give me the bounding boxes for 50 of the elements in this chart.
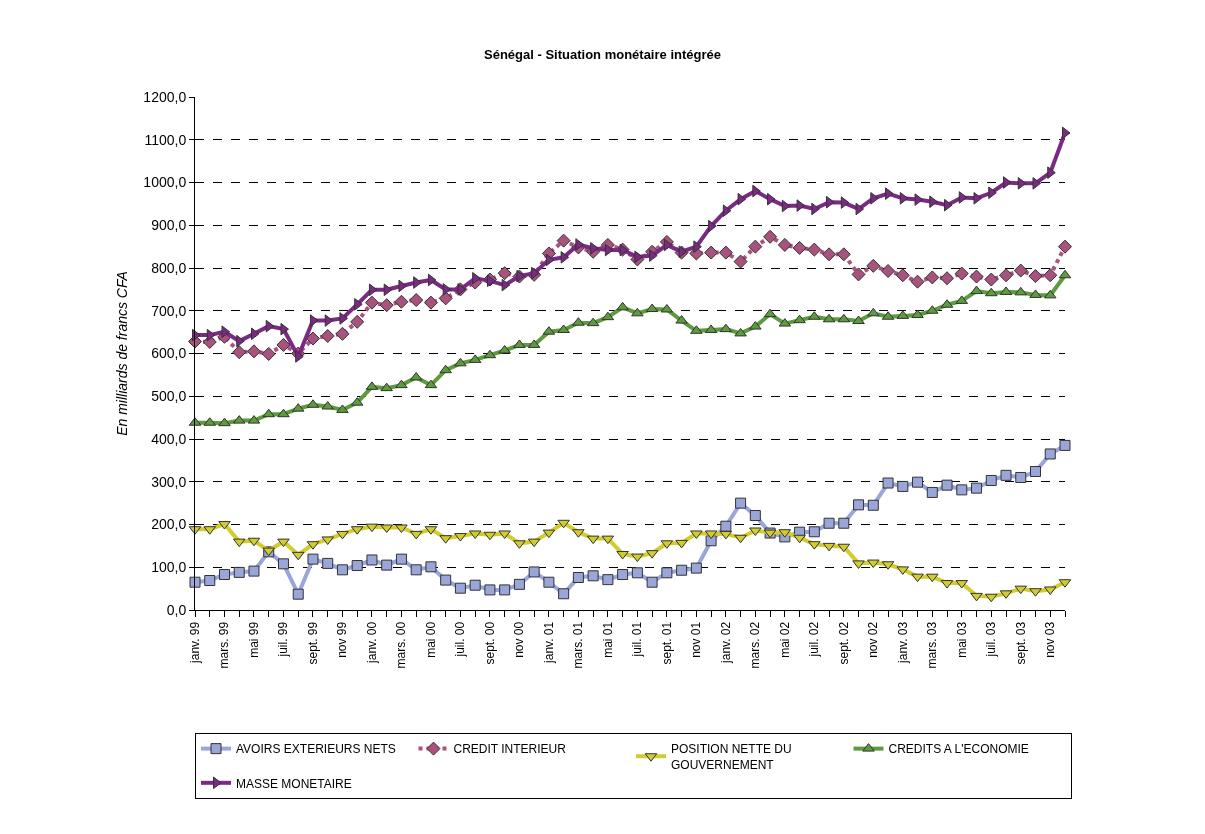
y-tick-label: 200,0 xyxy=(151,516,187,533)
x-tick-label: janv. 99 xyxy=(187,621,202,664)
legend-label: AVOIRS EXTERIEURS NETS xyxy=(236,742,396,757)
x-tick-label: juil. 02 xyxy=(807,621,822,658)
x-tick-label: sept. 03 xyxy=(1013,621,1028,665)
y-tick-label: 900,0 xyxy=(151,217,187,234)
x-tick-label: mars. 03 xyxy=(925,621,940,669)
legend-label: MASSE MONETAIRE xyxy=(236,776,352,791)
x-tick-label: janv. 01 xyxy=(541,621,556,664)
x-tick-label: mai 01 xyxy=(600,621,615,658)
chart-title: Sénégal - Situation monétaire intégrée xyxy=(484,47,721,63)
legend-label: CREDITS A L'ECONOMIE xyxy=(888,742,1029,757)
x-tick-label: juil. 00 xyxy=(453,621,468,658)
x-tick-label: mai 99 xyxy=(246,621,261,658)
x-tick-label: sept. 99 xyxy=(305,621,320,665)
x-tick-label: sept. 01 xyxy=(659,621,674,665)
legend-label: POSITION NETTE DU GOUVERNEMENT xyxy=(671,742,792,772)
y-tick-label: 1200,0 xyxy=(143,88,187,105)
y-axis-title: En milliards de francs CFA xyxy=(113,271,130,436)
legend-label: CREDIT INTERIEUR xyxy=(453,742,567,757)
y-tick-label: 1100,0 xyxy=(144,131,187,148)
x-tick-label: mars. 02 xyxy=(748,621,763,669)
x-tick-label: sept. 00 xyxy=(482,621,497,665)
x-tick-label: nov 00 xyxy=(512,621,527,658)
x-tick-label: mars. 00 xyxy=(394,621,409,669)
y-tick-label: 0,0 xyxy=(166,601,187,618)
x-tick-label: mai 02 xyxy=(777,621,792,658)
x-tick-label: mai 03 xyxy=(954,621,969,658)
x-tick-label: nov 01 xyxy=(689,621,704,658)
x-tick-label: mars. 99 xyxy=(217,621,232,669)
y-tick-label: 500,0 xyxy=(151,388,187,405)
y-tick-label: 400,0 xyxy=(151,430,187,447)
y-tick-label: 300,0 xyxy=(151,473,187,490)
y-tick-label: 1000,0 xyxy=(143,174,187,191)
x-tick-label: nov 99 xyxy=(335,621,350,658)
y-tick-label: 100,0 xyxy=(151,559,187,576)
y-tick-label: 700,0 xyxy=(151,302,187,319)
y-tick-label: 800,0 xyxy=(151,259,187,276)
x-tick-label: janv. 03 xyxy=(895,621,910,664)
x-tick-label: nov 02 xyxy=(866,621,881,658)
x-tick-label: nov 03 xyxy=(1043,621,1058,658)
x-tick-label: janv. 02 xyxy=(718,621,733,664)
x-tick-label: mars. 01 xyxy=(571,621,586,669)
x-tick-label: juil. 01 xyxy=(630,621,645,658)
y-tick-label: 600,0 xyxy=(151,345,187,362)
x-tick-label: mai 00 xyxy=(423,621,438,658)
x-tick-label: juil. 03 xyxy=(984,621,999,658)
x-tick-label: janv. 00 xyxy=(364,621,379,664)
x-tick-label: sept. 02 xyxy=(836,621,851,665)
x-tick-label: juil. 99 xyxy=(276,621,291,658)
